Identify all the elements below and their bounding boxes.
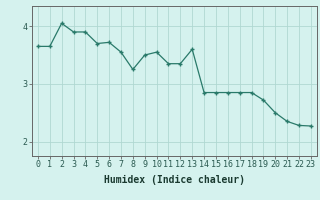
X-axis label: Humidex (Indice chaleur): Humidex (Indice chaleur) (104, 175, 245, 185)
